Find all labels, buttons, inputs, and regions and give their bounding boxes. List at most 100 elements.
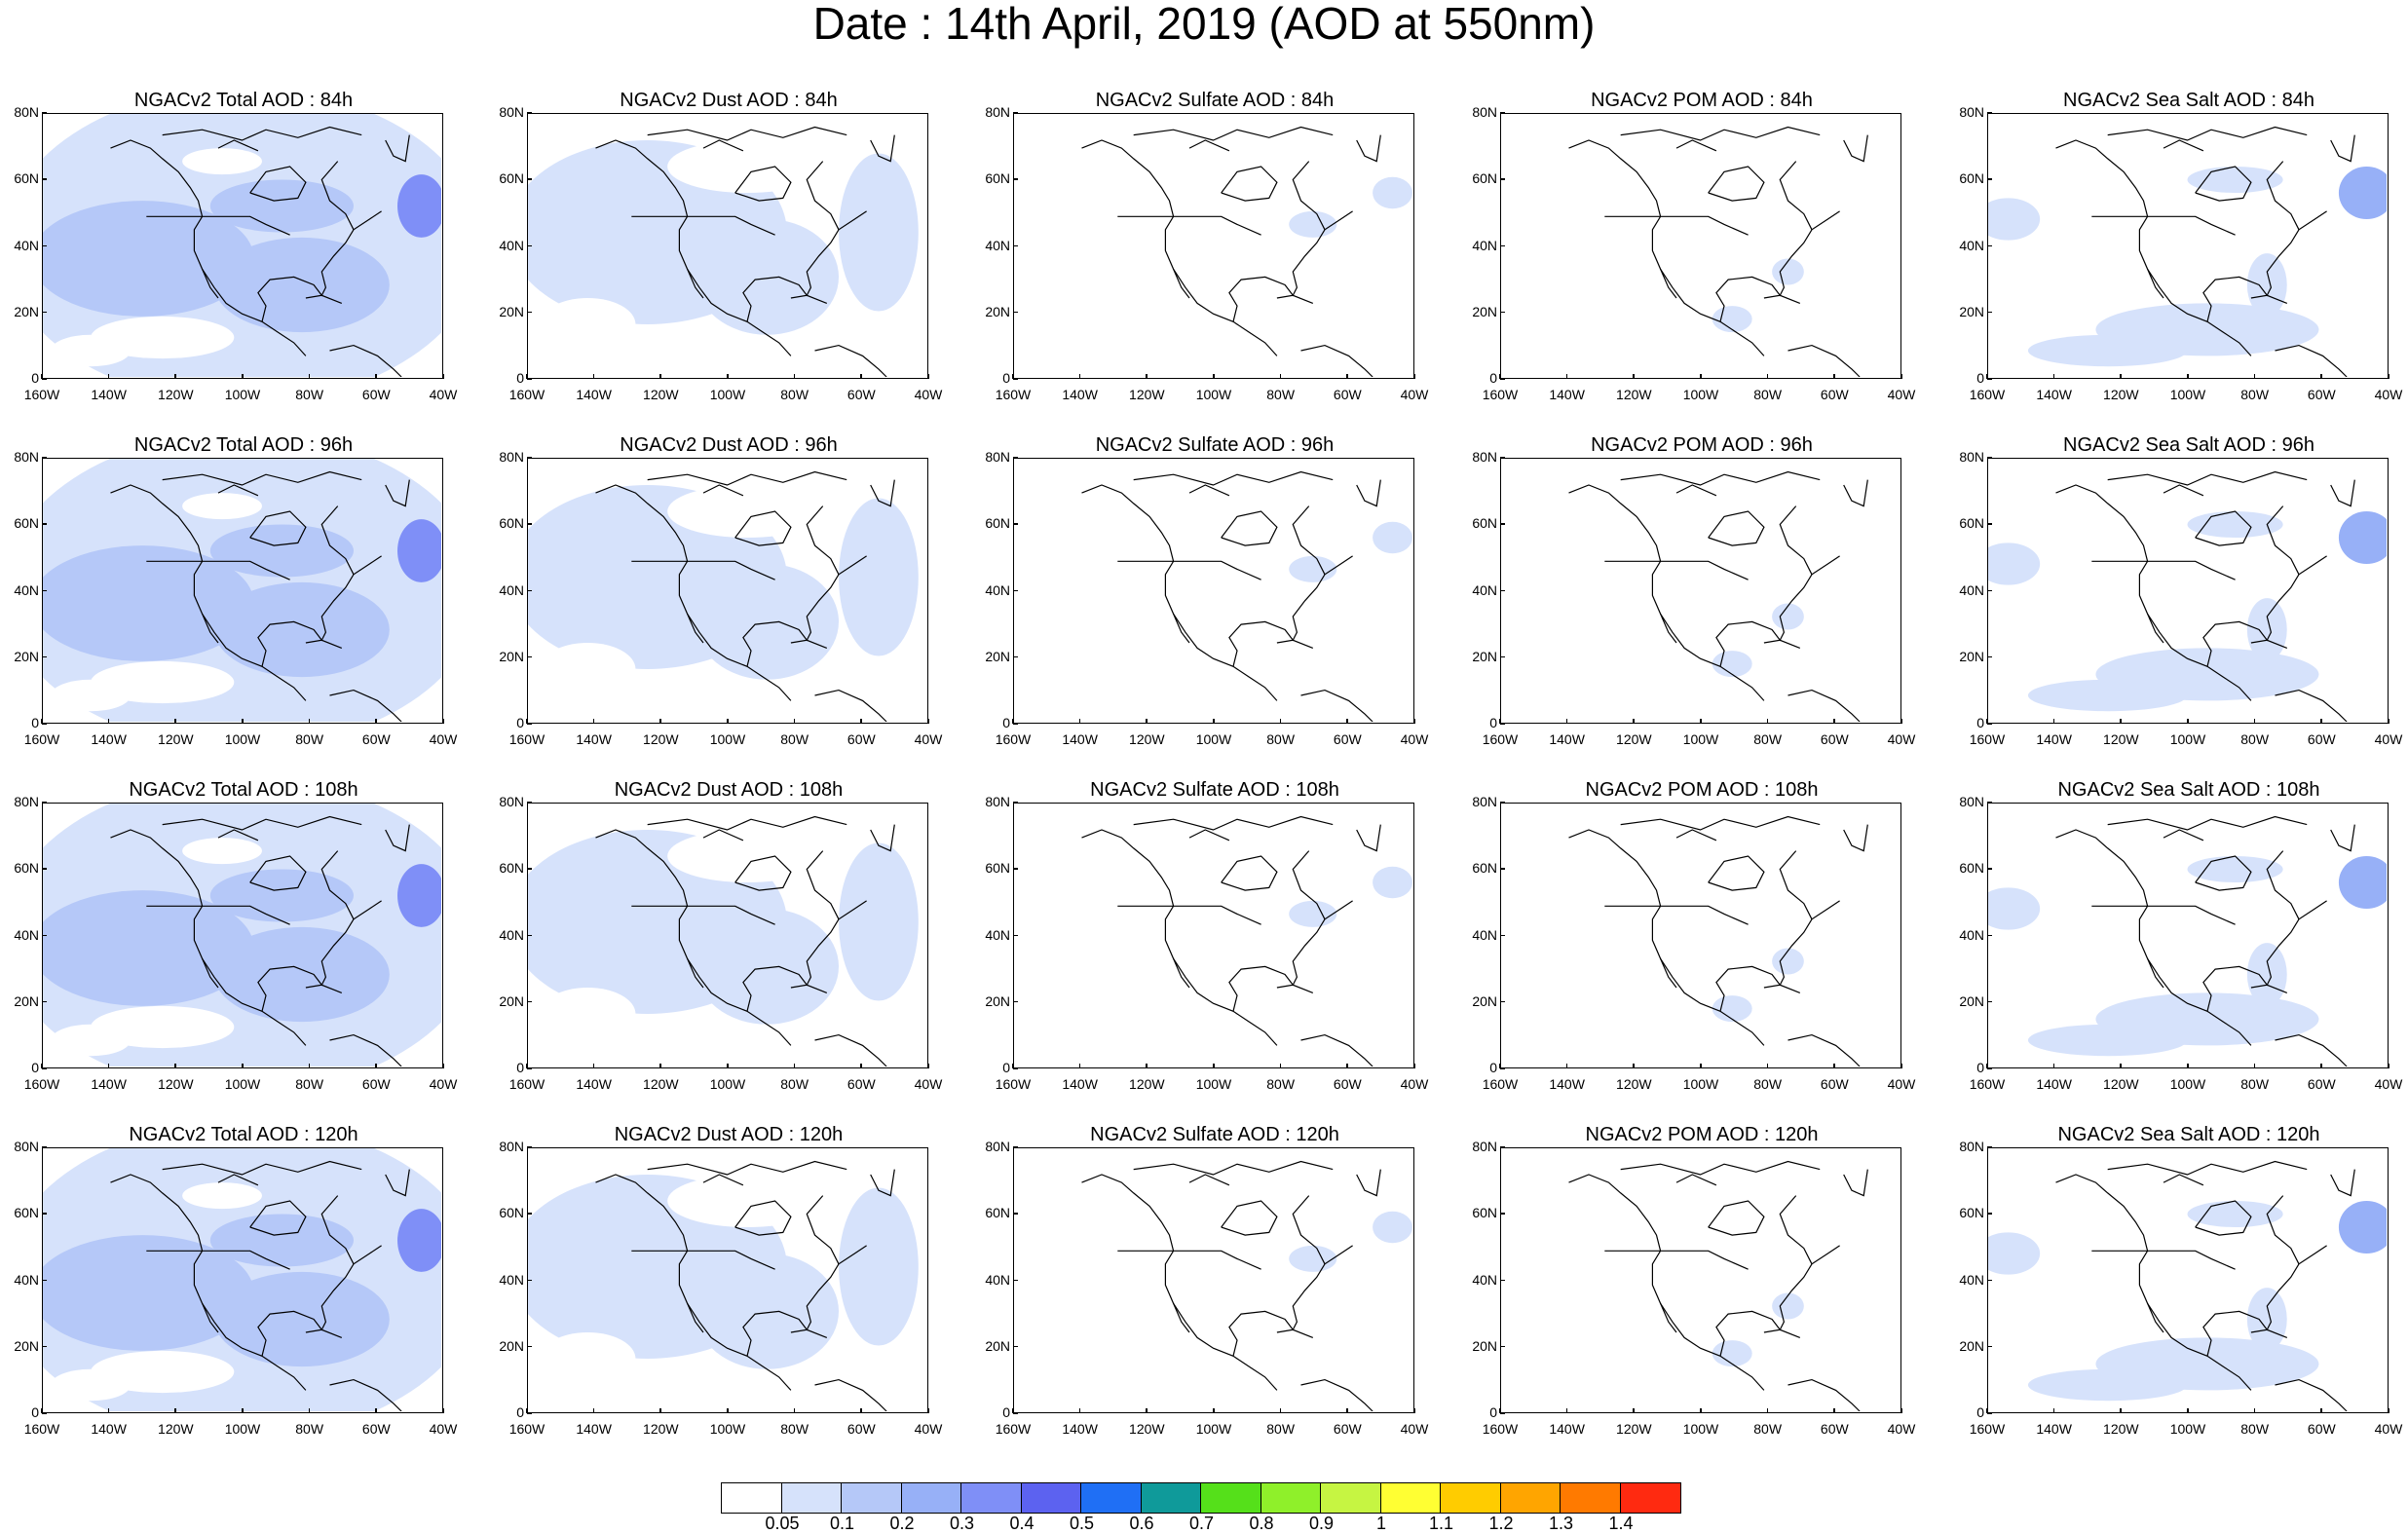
lat-label: 20N bbox=[499, 992, 524, 1009]
lon-tick bbox=[860, 1408, 862, 1413]
lon-tick bbox=[242, 1064, 244, 1068]
lon-tick bbox=[1413, 1064, 1415, 1068]
coastline bbox=[1763, 1328, 1801, 1338]
colorbar-label: 1 bbox=[1375, 1514, 1386, 1533]
lon-label: 100W bbox=[709, 1076, 746, 1092]
aod-field bbox=[1568, 1160, 1868, 1411]
coastline bbox=[2250, 984, 2288, 993]
lat-tick bbox=[1013, 868, 1018, 870]
coastline bbox=[110, 1174, 307, 1391]
lon-tick bbox=[2388, 1064, 2389, 1068]
colorbar-swatch bbox=[1441, 1483, 1501, 1513]
coastline bbox=[790, 639, 828, 649]
lon-tick bbox=[2320, 374, 2322, 379]
lon-tick bbox=[1700, 719, 1702, 724]
coastline bbox=[1568, 139, 1765, 356]
panel-title: NGACv2 Sulfate AOD : 120h bbox=[1090, 1124, 1339, 1145]
lat-tick bbox=[1013, 1279, 1018, 1281]
lat-label: 20N bbox=[1959, 648, 1984, 664]
lat-label: 80N bbox=[14, 1139, 39, 1154]
coastline bbox=[742, 1245, 867, 1357]
lon-tick bbox=[41, 1064, 43, 1068]
colorbar-label: 0.6 bbox=[1129, 1514, 1154, 1533]
aod-shading bbox=[51, 1024, 131, 1057]
lon-label: 140W bbox=[1062, 731, 1098, 747]
map-area bbox=[1500, 1147, 1901, 1413]
coastline bbox=[2202, 210, 2327, 322]
lat-label: 0 bbox=[1976, 1060, 1984, 1075]
coastline bbox=[1779, 161, 1813, 231]
aod-shading bbox=[2027, 1024, 2188, 1057]
lon-label: 100W bbox=[2169, 1076, 2206, 1092]
lat-tick bbox=[42, 457, 47, 459]
aod-shading bbox=[540, 1332, 636, 1385]
coastline bbox=[814, 1033, 887, 1066]
lat-label: 80N bbox=[1959, 1139, 1984, 1154]
lat-label: 20N bbox=[985, 992, 1010, 1009]
lat-label: 20N bbox=[1959, 1337, 1984, 1354]
coastline bbox=[1708, 166, 1765, 202]
coastline bbox=[1715, 1245, 1840, 1357]
lon-tick bbox=[793, 1064, 796, 1068]
aod-shading bbox=[2338, 856, 2387, 909]
lon-tick bbox=[592, 1064, 595, 1068]
lon-tick bbox=[793, 719, 796, 724]
lat-label: 0 bbox=[1002, 715, 1010, 730]
lon-label: 80W bbox=[780, 1421, 809, 1437]
lat-tick bbox=[1013, 1146, 1018, 1148]
lon-tick bbox=[1078, 719, 1081, 724]
coastline bbox=[1228, 210, 1353, 322]
aod-shading bbox=[182, 148, 262, 175]
lat-tick bbox=[527, 934, 532, 936]
aod-shading bbox=[1772, 1292, 1804, 1320]
panel-title: NGACv2 Sulfate AOD : 96h bbox=[1095, 434, 1335, 456]
lon-label: 40W bbox=[1400, 387, 1429, 402]
coastline bbox=[1117, 560, 1261, 580]
lon-label: 100W bbox=[224, 1421, 261, 1437]
coastline bbox=[146, 560, 290, 580]
lat-tick bbox=[1500, 1146, 1505, 1148]
lon-label: 100W bbox=[224, 387, 261, 402]
lat-label: 40N bbox=[985, 237, 1010, 253]
map-panel: NGACv2 Sulfate AOD : 108h 80N 60N 40N 20N 0 16… bbox=[971, 779, 1458, 1115]
lat-label: 20N bbox=[1959, 992, 1984, 1009]
coastline bbox=[1787, 344, 1861, 377]
lon-tick bbox=[2253, 1064, 2256, 1068]
lat-label: 0 bbox=[1489, 1060, 1497, 1075]
lon-tick bbox=[107, 719, 110, 724]
lon-label: 100W bbox=[709, 731, 746, 747]
lon-label: 160W bbox=[995, 1076, 1032, 1092]
coastline bbox=[1715, 210, 1840, 322]
lat-label: 80N bbox=[1959, 104, 1984, 120]
aod-shading bbox=[1772, 948, 1804, 975]
lat-tick bbox=[1987, 868, 1992, 870]
map-panel: NGACv2 Sulfate AOD : 84h 80N 60N 40N 20N 0 160… bbox=[971, 90, 1458, 426]
lat-label: 60N bbox=[14, 1205, 39, 1221]
coastline bbox=[1133, 1160, 1334, 1176]
coastline bbox=[2202, 555, 2327, 667]
lat-tick bbox=[1013, 378, 1018, 380]
lon-tick bbox=[1413, 719, 1415, 724]
coastline bbox=[2250, 1328, 2288, 1338]
lat-tick bbox=[527, 1000, 532, 1003]
map-area bbox=[1500, 113, 1901, 379]
lon-tick bbox=[2388, 719, 2389, 724]
aod-shading bbox=[1712, 1340, 1752, 1367]
lon-tick bbox=[1413, 374, 1415, 379]
aod-shading bbox=[1373, 521, 1412, 554]
coastline bbox=[1221, 855, 1278, 891]
lat-label: 0 bbox=[516, 1404, 524, 1420]
map-area bbox=[527, 113, 928, 379]
lat-label: 40N bbox=[499, 237, 524, 253]
coastline bbox=[2055, 829, 2252, 1046]
lon-label: 100W bbox=[709, 387, 746, 402]
lat-tick bbox=[1987, 457, 1992, 459]
aod-shading bbox=[2246, 253, 2287, 317]
lon-tick bbox=[1633, 1408, 1635, 1413]
lat-label: 80N bbox=[1472, 449, 1497, 465]
panel-title: NGACv2 Sulfate AOD : 84h bbox=[1095, 90, 1335, 111]
coastline bbox=[1356, 134, 1381, 163]
lon-tick bbox=[1499, 1064, 1501, 1068]
coastline bbox=[2275, 1033, 2348, 1066]
lon-label: 60W bbox=[2307, 731, 2336, 747]
